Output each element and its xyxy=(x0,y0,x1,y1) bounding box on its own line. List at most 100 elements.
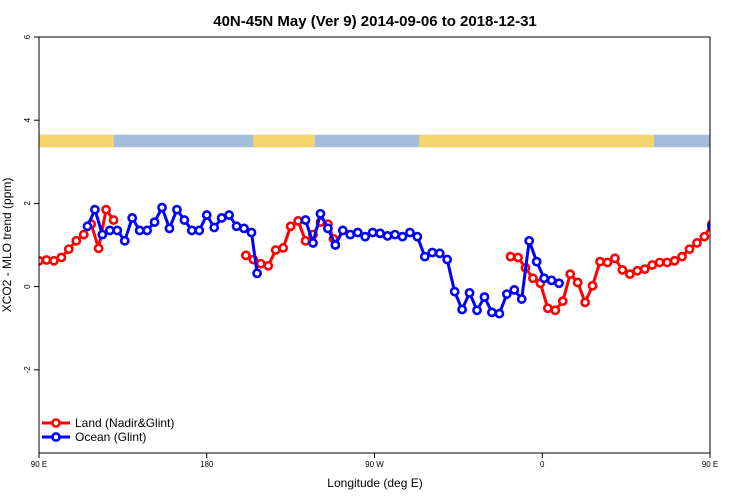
data-point xyxy=(300,215,311,225)
data-point xyxy=(201,210,212,220)
data-point xyxy=(617,265,628,275)
data-point xyxy=(716,245,723,252)
data-point xyxy=(345,229,356,240)
data-point xyxy=(179,215,190,225)
data-point xyxy=(587,280,598,291)
data-point xyxy=(300,235,311,246)
data-point xyxy=(557,296,568,307)
data-point xyxy=(78,229,89,240)
data-point xyxy=(142,225,153,236)
data-point xyxy=(464,287,475,298)
data-point xyxy=(330,240,341,250)
data-point xyxy=(101,204,111,215)
land-band-segment xyxy=(39,134,114,148)
data-point xyxy=(565,269,576,280)
data-point xyxy=(546,275,557,286)
data-point xyxy=(270,245,281,255)
data-point xyxy=(164,223,175,234)
y-axis: -2 0 2 4 6 xyxy=(23,34,39,373)
data-point xyxy=(337,225,348,236)
data-point xyxy=(528,273,538,284)
data-point xyxy=(412,231,423,242)
data-point xyxy=(285,221,296,232)
data-point xyxy=(172,204,182,215)
legend-label: Ocean (Glint) xyxy=(75,430,146,444)
data-point xyxy=(352,227,363,238)
data-point xyxy=(93,243,104,254)
data-point xyxy=(434,248,445,259)
data-point xyxy=(397,231,408,242)
data-point xyxy=(231,221,242,232)
data-point xyxy=(513,252,523,263)
data-point xyxy=(442,254,453,265)
x-tick-label: 90 E xyxy=(702,460,718,469)
land-band-segment xyxy=(253,134,315,148)
x-tick-label: 180 xyxy=(200,460,214,469)
chart-title: 40N-45N May (Ver 9) 2014-09-06 to 2018-1… xyxy=(213,13,537,30)
data-point xyxy=(723,231,730,238)
data-point xyxy=(97,229,108,240)
data-point xyxy=(580,297,591,308)
data-point xyxy=(134,225,145,236)
data-point xyxy=(293,215,303,226)
data-point xyxy=(632,265,643,276)
data-point xyxy=(550,305,561,316)
data-point xyxy=(723,206,730,213)
data-point xyxy=(731,216,738,223)
data-point xyxy=(405,227,415,238)
data-point xyxy=(367,227,378,238)
y-tick-label: 2 xyxy=(23,201,32,206)
data-point xyxy=(738,227,745,234)
data-point xyxy=(216,213,227,223)
data-point xyxy=(252,268,262,279)
x-tick-label: 0 xyxy=(540,460,545,469)
data-point xyxy=(524,235,535,246)
data-point xyxy=(662,257,673,268)
data-point xyxy=(375,228,385,239)
legend-marker xyxy=(51,432,61,442)
data-point xyxy=(487,307,497,318)
legend-marker xyxy=(51,418,61,428)
data-point xyxy=(595,256,605,267)
data-point xyxy=(731,227,738,234)
series-line xyxy=(712,208,750,241)
data-point xyxy=(41,255,52,265)
data-point xyxy=(624,269,635,280)
series-line xyxy=(510,224,710,312)
data-point xyxy=(315,208,326,219)
data-point xyxy=(610,253,620,264)
data-point xyxy=(82,221,93,232)
data-point xyxy=(390,229,400,240)
data-point xyxy=(669,255,680,266)
data-point xyxy=(457,304,468,315)
data-point xyxy=(119,235,130,246)
data-point xyxy=(505,251,516,262)
data-point xyxy=(699,231,710,242)
data-point xyxy=(246,227,257,238)
data-point xyxy=(49,255,59,266)
legend: Land (Nadir&Glint)Ocean (Glint) xyxy=(42,416,174,444)
data-point xyxy=(186,225,197,236)
x-tick-label: 90 W xyxy=(365,460,384,469)
data-point xyxy=(647,260,658,270)
data-point xyxy=(654,257,665,268)
data-point xyxy=(149,217,160,228)
series-land xyxy=(39,204,738,316)
legend-label: Land (Nadir&Glint) xyxy=(75,416,174,430)
data-point xyxy=(194,225,205,236)
land-ocean-band xyxy=(39,134,710,148)
series-ocean xyxy=(82,202,750,319)
y-tick-label: 6 xyxy=(23,34,32,39)
data-point xyxy=(224,210,235,220)
data-point xyxy=(239,223,249,234)
data-point xyxy=(382,230,393,241)
land-band-segment xyxy=(419,134,655,148)
data-point xyxy=(531,256,542,267)
data-point xyxy=(516,294,527,304)
data-point xyxy=(308,238,318,248)
data-point xyxy=(706,221,710,231)
data-point xyxy=(509,285,520,295)
x-axis-label: Longitude (deg E) xyxy=(327,476,422,490)
data-point xyxy=(539,273,550,284)
